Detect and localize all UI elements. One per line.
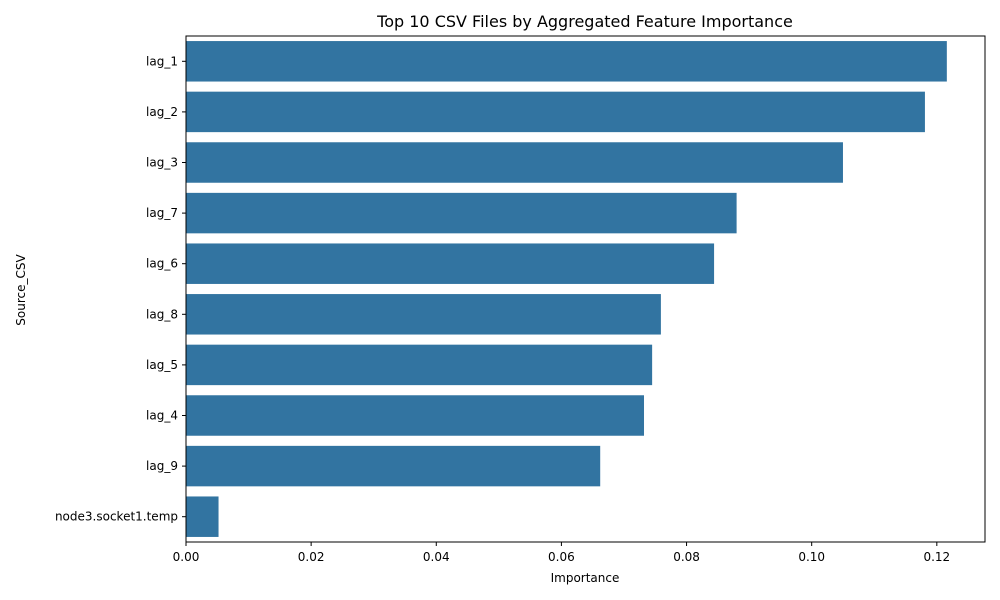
bar-lag_1 xyxy=(186,41,947,82)
x-tick-label: 0.06 xyxy=(548,550,575,564)
x-ticks-group: 0.00 0.02 0.04 0.06 0.08 0.10 0.12 xyxy=(173,542,950,564)
y-tick-label: lag_6 xyxy=(146,257,178,271)
y-tick-label: lag_1 xyxy=(146,54,178,68)
x-tick-label: 0.10 xyxy=(798,550,825,564)
bar-lag_9 xyxy=(186,445,601,487)
y-ticks-group: lag_1 lag_2 lag_3 lag_7 lag_6 lag_8 lag_5 lag_4… xyxy=(55,54,186,524)
y-tick-label: lag_3 xyxy=(146,156,178,170)
plot-frame xyxy=(185,35,986,543)
bar-lag_4 xyxy=(186,395,645,436)
bar-node3.socket1.temp xyxy=(186,496,219,537)
y-tick-label: lag_5 xyxy=(146,358,178,372)
x-tick-label: 0.00 xyxy=(173,550,200,564)
bar-lag_5 xyxy=(186,344,653,386)
x-axis-label: Importance xyxy=(551,571,620,585)
chart-title: Top 10 CSV Files by Aggregated Feature I… xyxy=(376,12,793,31)
plot-border xyxy=(185,35,986,543)
bar-lag_2 xyxy=(186,91,925,133)
y-axis-label: Source_CSV xyxy=(14,254,28,326)
x-tick-label: 0.04 xyxy=(423,550,450,564)
y-tick-label: node3.socket1.temp xyxy=(55,510,178,524)
bar-lag_7 xyxy=(186,192,737,234)
y-tick-label: lag_2 xyxy=(146,105,178,119)
bar-lag_3 xyxy=(186,142,843,183)
y-tick-label: lag_4 xyxy=(146,409,178,423)
y-tick-label: lag_8 xyxy=(146,307,178,321)
y-tick-label: lag_9 xyxy=(146,459,178,473)
y-tick-label: lag_7 xyxy=(146,206,178,220)
bars-group xyxy=(186,41,947,537)
bar-lag_6 xyxy=(186,243,715,284)
x-tick-label: 0.08 xyxy=(673,550,700,564)
bar-lag_8 xyxy=(186,294,661,335)
x-tick-label: 0.12 xyxy=(923,550,950,564)
x-tick-label: 0.02 xyxy=(298,550,325,564)
